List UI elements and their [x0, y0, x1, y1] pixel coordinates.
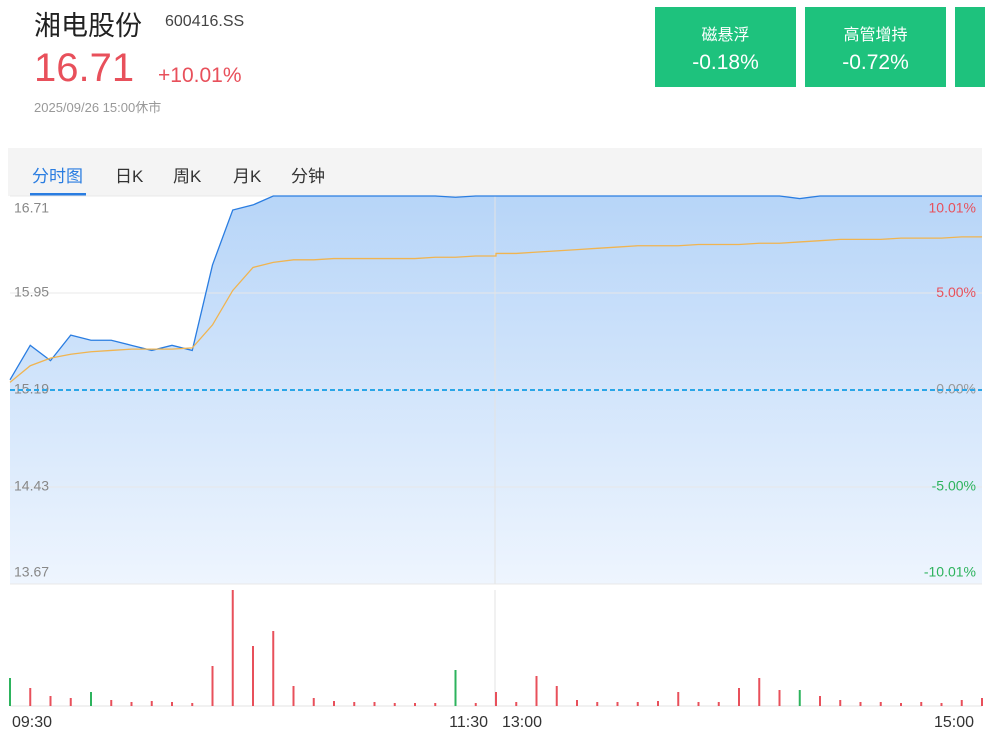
price-line: [9, 236, 982, 383]
volume-bar: [697, 702, 700, 706]
volume-bar: [414, 703, 416, 706]
volume-bar: [879, 702, 882, 706]
stock-code: 600416.SS: [165, 13, 245, 30]
volume-bar: [90, 692, 92, 706]
tag-card[interactable]: [955, 7, 985, 87]
volume-bar: [758, 678, 761, 706]
volume-bar: [535, 676, 538, 706]
price-line: [9, 195, 982, 381]
volume-bar: [231, 590, 234, 706]
volume-bar: [717, 702, 720, 706]
tag-change: -0.18%: [692, 51, 759, 74]
price-change: +10.01%: [158, 64, 242, 87]
volume-bar: [333, 701, 335, 706]
y-tick-label: 15.19: [14, 381, 49, 397]
x-tick-label: 15:00: [934, 714, 974, 731]
volume-bar: [211, 666, 214, 706]
tag-change: -0.72%: [842, 51, 909, 74]
volume-bar: [272, 631, 275, 706]
volume-bar: [393, 703, 396, 706]
volume-bar: [373, 702, 376, 706]
volume-bar: [859, 702, 862, 706]
tag-card[interactable]: 磁悬浮 -0.18%: [655, 7, 796, 87]
x-tick-label: 11:30: [449, 714, 488, 731]
tab-bar: 分时图 日K 周K 月K 分钟: [8, 148, 982, 196]
volume-bar: [474, 703, 477, 706]
volume-bar: [576, 700, 578, 706]
volume-bar: [839, 700, 842, 706]
volume-bar: [798, 690, 801, 706]
x-tick-label: 13:00: [502, 714, 542, 731]
volume-bar: [920, 702, 923, 706]
stock-name: 湘电股份: [34, 11, 142, 41]
volume-bar: [677, 692, 680, 706]
y-tick-label: 14.43: [14, 478, 49, 494]
y2-tick-label: 10.01%: [929, 200, 976, 216]
tag-name: 磁悬浮: [701, 27, 750, 44]
volume-bar: [110, 700, 113, 706]
volume-bar: [515, 702, 518, 706]
tag-name: 高管增持: [843, 27, 908, 44]
tab[interactable]: 月K: [233, 167, 262, 186]
volume-bar: [596, 702, 599, 706]
volume-bar: [555, 686, 558, 706]
volume-bar: [150, 701, 153, 706]
volume-bar: [9, 678, 11, 706]
volume-bar: [312, 698, 315, 706]
volume-bar: [191, 703, 194, 706]
volume-bar: [49, 696, 52, 706]
y2-tick-label: 0.00%: [936, 381, 976, 397]
volume-bar: [434, 703, 437, 706]
x-tick-label: 09:30: [12, 714, 52, 731]
volume-bar: [29, 688, 32, 706]
timestamp: 2025/09/26 15:00休市: [34, 100, 162, 115]
volume-bar: [171, 702, 173, 706]
tab[interactable]: 分钟: [291, 167, 325, 186]
volume-bar: [819, 696, 821, 706]
volume-bar: [960, 700, 963, 706]
tab-underline: [30, 193, 86, 196]
volume-bar: [738, 688, 740, 706]
y-tick-label: 13.67: [14, 564, 49, 580]
volume-bar: [252, 646, 254, 706]
volume-bar: [636, 702, 639, 706]
tab[interactable]: 分时图: [32, 167, 83, 186]
volume-bar: [495, 692, 497, 706]
y-tick-label: 15.95: [14, 284, 49, 300]
price: 16.71: [34, 46, 135, 90]
volume-bar: [353, 702, 356, 706]
y2-tick-label: 5.00%: [936, 284, 976, 300]
tab[interactable]: 日K: [115, 167, 144, 186]
volume-bar: [292, 686, 295, 706]
volume-bar: [940, 703, 943, 706]
volume-bar: [900, 703, 902, 706]
volume-bar: [130, 702, 133, 706]
volume-bar: [657, 701, 659, 706]
tag-card[interactable]: 高管增持 -0.72%: [805, 7, 946, 87]
volume-bar: [778, 690, 781, 706]
volume-bar: [981, 698, 983, 706]
volume-bar: [69, 698, 72, 706]
tab[interactable]: 周K: [173, 167, 202, 186]
y-tick-label: 16.71: [14, 200, 49, 216]
volume-bar: [454, 670, 457, 706]
y2-tick-label: -10.01%: [924, 564, 976, 580]
y2-tick-label: -5.00%: [932, 478, 976, 494]
volume-bar: [616, 702, 619, 706]
